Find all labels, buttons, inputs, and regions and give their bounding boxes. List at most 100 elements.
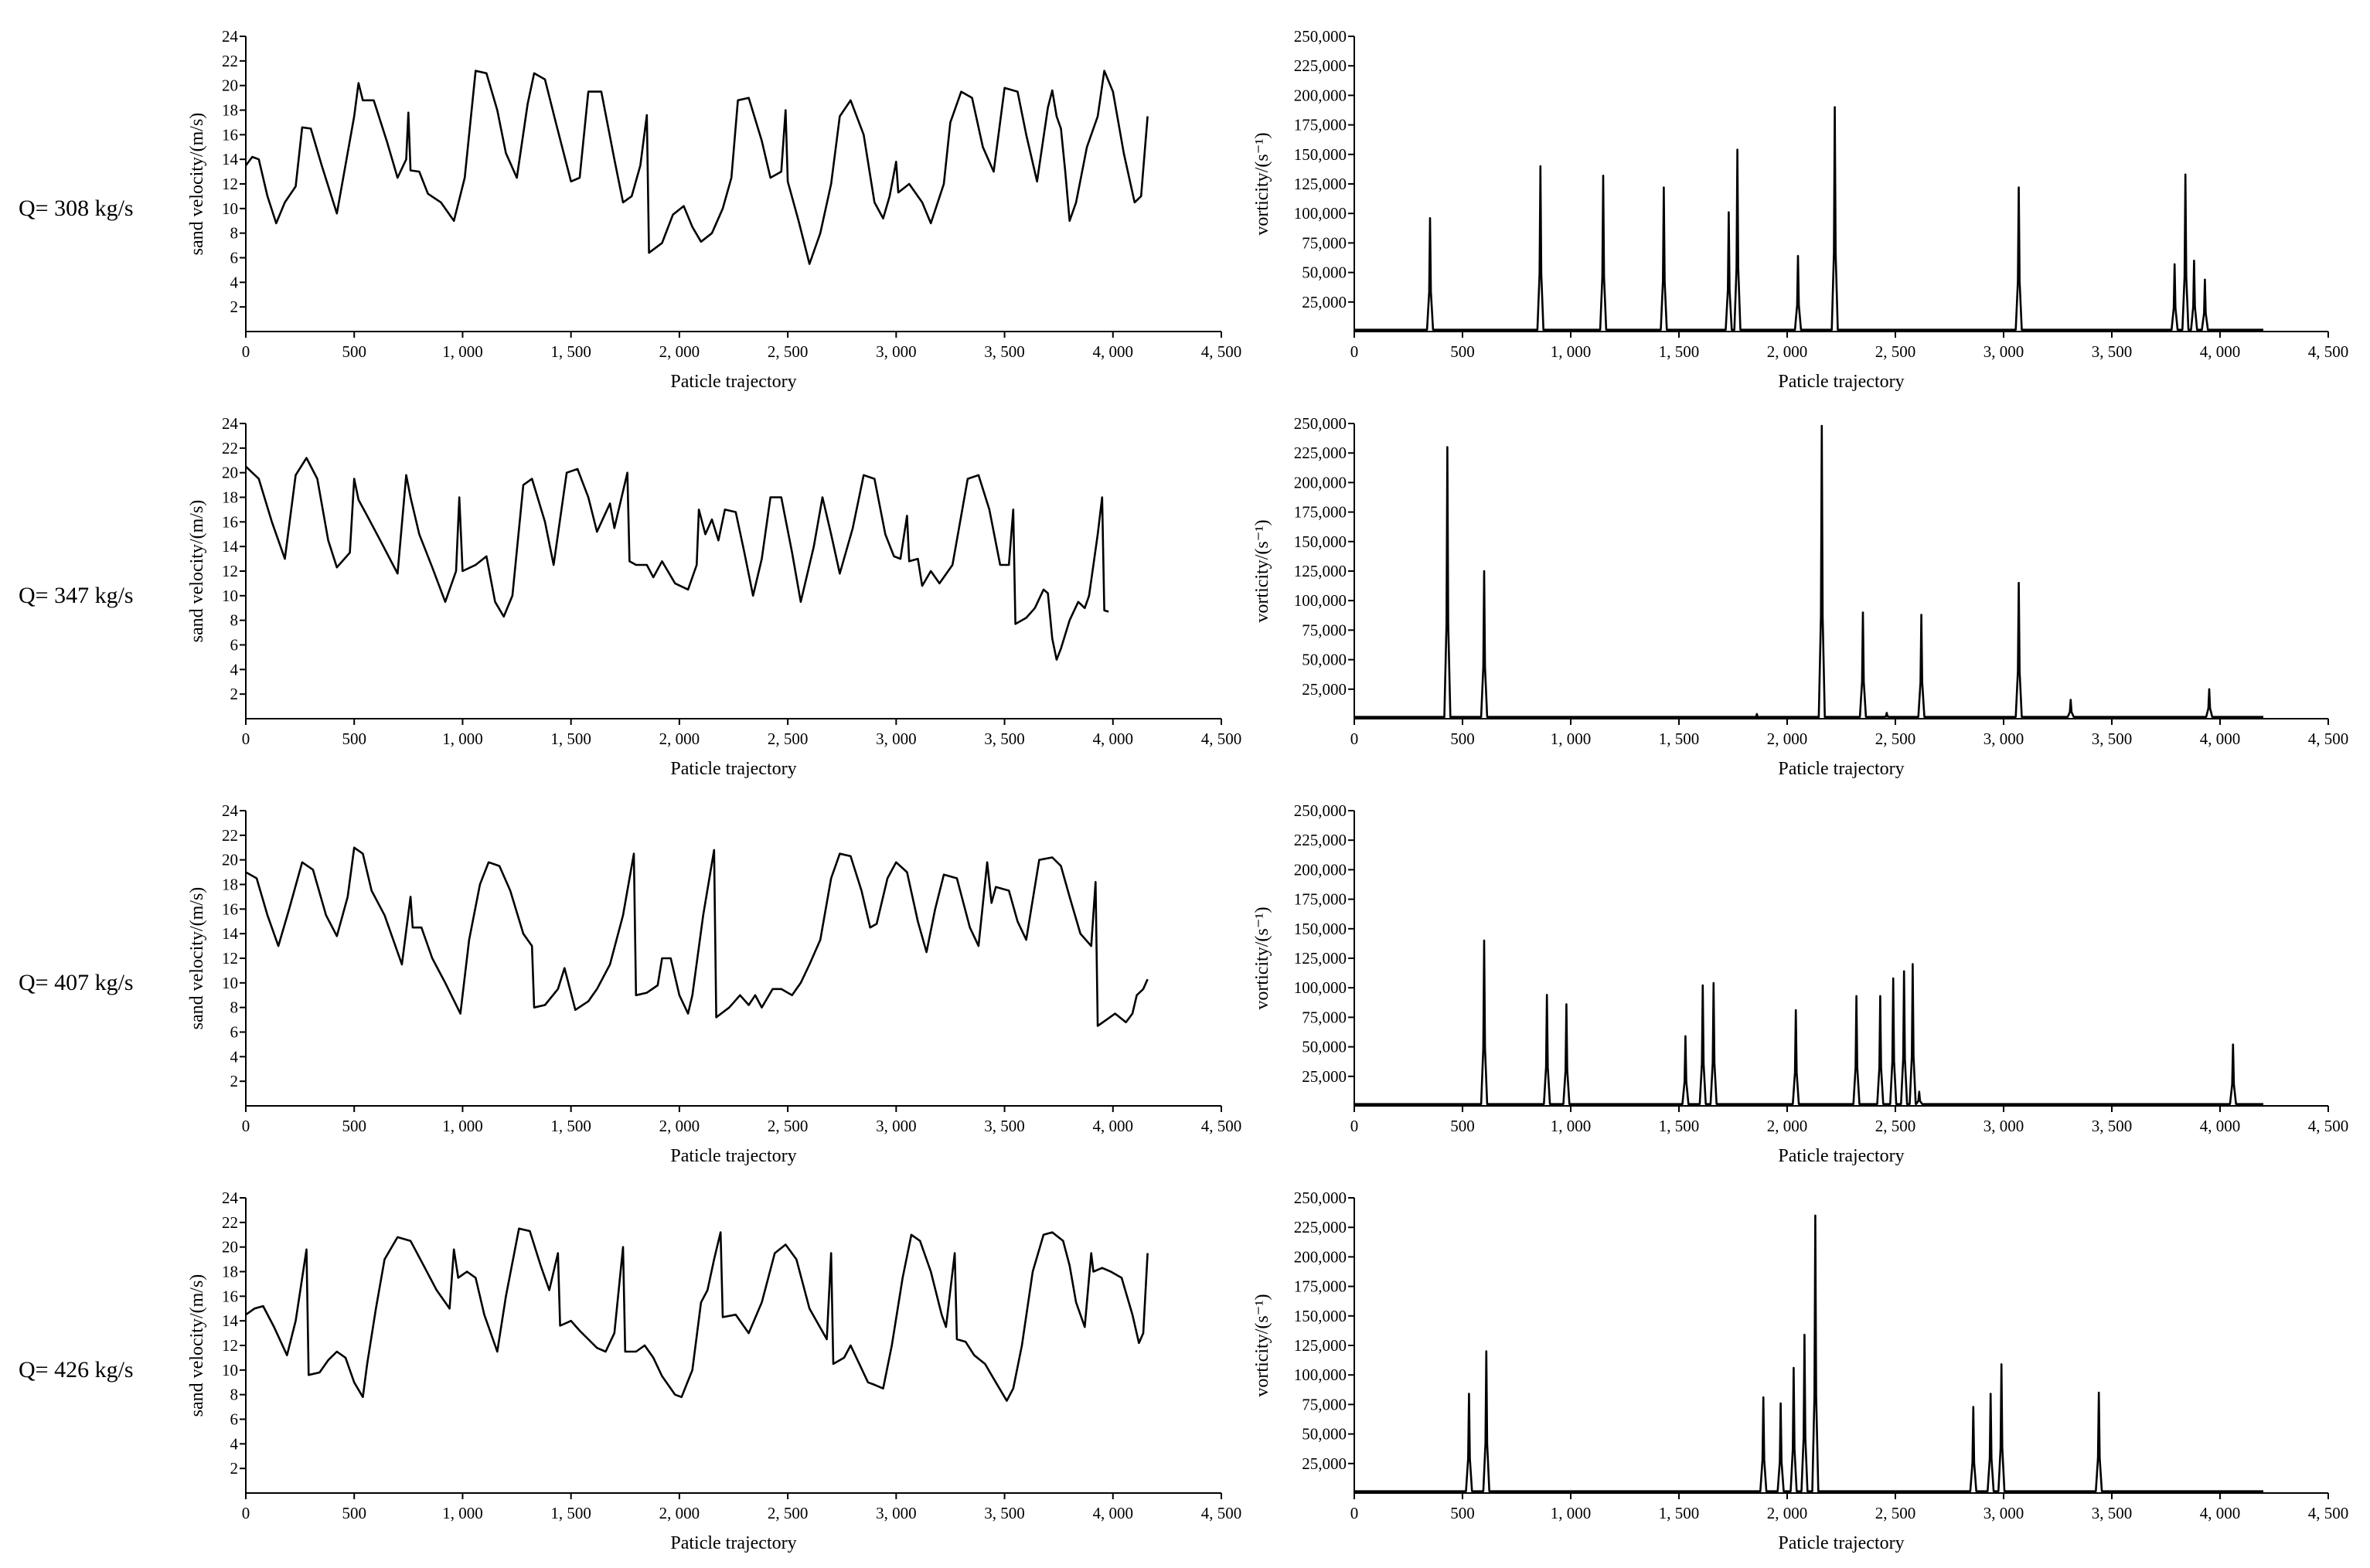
y-axis-label: sand velocity/(m/s) (187, 113, 207, 256)
y-tick-label: 50,000 (1302, 651, 1347, 669)
x-tick-label: 4, 000 (2200, 1504, 2241, 1522)
x-tick-label: 2, 500 (768, 342, 809, 361)
y-tick-label: 125,000 (1294, 1336, 1347, 1355)
x-tick-label: 1, 000 (1551, 342, 1592, 361)
y-tick-label: 6 (230, 636, 239, 655)
y-tick-label: 250,000 (1294, 1189, 1347, 1207)
y-tick-label: 20 (222, 1238, 238, 1257)
x-tick-label: 1, 500 (550, 1117, 591, 1135)
y-tick-label: 16 (222, 125, 238, 144)
x-tick-label: 4, 500 (1201, 342, 1242, 361)
y-axis-label: sand velocity/(m/s) (187, 887, 207, 1030)
x-tick-label: 2, 500 (1875, 342, 1916, 361)
chart-panels: 0 500 1, 000 1, 500 2, 000 2, 500 3, 000 3, 500… (187, 27, 2348, 1553)
y-tick-label: 250,000 (1294, 27, 1347, 46)
x-tick-label: 1, 000 (442, 342, 483, 361)
x-tick-label: 3, 000 (876, 1117, 917, 1135)
y-tick-label: 225,000 (1294, 831, 1347, 849)
x-tick-label: 500 (1450, 1504, 1475, 1522)
vorticity-chart-row-0: 0 500 1, 000 1, 500 2, 000 2, 500 3, 000 3, 500… (1252, 27, 2348, 392)
x-axis-label: Paticle trajectory (1778, 1146, 1904, 1166)
y-tick-label: 225,000 (1294, 56, 1347, 75)
y-tick-label: 100,000 (1294, 204, 1347, 223)
velocity-series-line (244, 70, 1149, 265)
y-tick-label: 2 (230, 685, 239, 703)
x-tick-label: 2, 000 (1767, 1504, 1808, 1522)
y-tick-label: 18 (222, 876, 238, 894)
x-axis-label: Paticle trajectory (670, 759, 796, 779)
vorticity-chart-row-2: 0 500 1, 000 1, 500 2, 000 2, 500 3, 000 3, 500… (1252, 801, 2348, 1166)
x-tick-label: 1, 000 (442, 730, 483, 748)
x-tick-label: 500 (1450, 730, 1475, 748)
y-tick-label: 16 (222, 900, 238, 918)
y-tick-label: 20 (222, 851, 238, 869)
x-tick-label: 3, 000 (876, 730, 917, 748)
x-tick-label: 3, 500 (984, 1117, 1025, 1135)
y-tick-label: 125,000 (1294, 949, 1347, 968)
x-tick-label: 4, 000 (1093, 1117, 1134, 1135)
vorticity-chart-row-1: 0 500 1, 000 1, 500 2, 000 2, 500 3, 000 3, 500… (1252, 414, 2348, 779)
y-tick-label: 4 (230, 1047, 239, 1066)
x-tick-label: 4, 000 (2200, 1117, 2241, 1135)
y-tick-label: 125,000 (1294, 562, 1347, 580)
x-tick-label: 0 (242, 730, 250, 748)
velocity-chart-row-2: 0 500 1, 000 1, 500 2, 000 2, 500 3, 000 3, 500… (187, 801, 1241, 1166)
x-tick-label: 0 (1350, 1117, 1359, 1135)
y-tick-label: 24 (222, 1189, 239, 1207)
y-tick-label: 200,000 (1294, 1247, 1347, 1266)
x-tick-label: 0 (242, 342, 250, 361)
x-tick-label: 2, 500 (768, 1504, 809, 1522)
x-tick-label: 0 (242, 1504, 250, 1522)
x-tick-label: 0 (1350, 730, 1359, 748)
y-tick-label: 50,000 (1302, 1038, 1347, 1056)
y-tick-label: 175,000 (1294, 890, 1347, 909)
y-tick-label: 14 (222, 150, 239, 168)
x-tick-label: 1, 500 (550, 1504, 591, 1522)
y-tick-label: 125,000 (1294, 175, 1347, 193)
y-tick-label: 150,000 (1294, 1307, 1347, 1325)
velocity-series-line (245, 846, 1149, 1027)
x-tick-label: 4, 500 (2308, 730, 2349, 748)
y-tick-label: 100,000 (1294, 1366, 1347, 1384)
x-tick-label: 4, 000 (1093, 730, 1134, 748)
x-tick-label: 0 (1350, 1504, 1359, 1522)
velocity-chart-row-0: 0 500 1, 000 1, 500 2, 000 2, 500 3, 000 3, 500… (187, 27, 1241, 392)
x-tick-label: 1, 500 (550, 730, 591, 748)
y-tick-label: 250,000 (1294, 801, 1347, 820)
y-tick-label: 12 (222, 949, 238, 968)
x-axis-label: Paticle trajectory (670, 372, 796, 392)
x-tick-label: 3, 000 (1984, 342, 2024, 361)
row-label-q407: Q= 407 kg/s (19, 970, 134, 995)
y-tick-label: 200,000 (1294, 86, 1347, 104)
y-tick-label: 2 (230, 1072, 239, 1090)
x-axis-label: Paticle trajectory (670, 1146, 796, 1166)
x-tick-label: 1, 000 (442, 1504, 483, 1522)
x-axis-label: Paticle trajectory (1778, 372, 1904, 392)
vorticity-series-line (1354, 424, 2263, 719)
y-tick-label: 75,000 (1302, 233, 1347, 252)
velocity-chart-row-1: 0 500 1, 000 1, 500 2, 000 2, 500 3, 000 3, 500… (187, 414, 1241, 779)
x-tick-label: 3, 000 (876, 1504, 917, 1522)
y-tick-label: 24 (222, 27, 239, 46)
velocity-chart-row-3: 0 500 1, 000 1, 500 2, 000 2, 500 3, 000 3, 500… (187, 1189, 1241, 1553)
y-tick-label: 16 (222, 512, 238, 531)
x-tick-label: 500 (342, 1117, 366, 1135)
vorticity-series-line (1354, 939, 2263, 1105)
row-label-q426: Q= 426 kg/s (19, 1357, 134, 1383)
x-tick-label: 4, 500 (1201, 1504, 1242, 1522)
x-axis-label: Paticle trajectory (670, 1533, 796, 1553)
y-tick-label: 22 (222, 439, 238, 457)
x-tick-label: 3, 000 (1984, 1504, 2024, 1522)
x-tick-label: 2, 000 (659, 1117, 700, 1135)
x-tick-label: 4, 000 (1093, 1504, 1134, 1522)
x-tick-label: 0 (242, 1117, 250, 1135)
y-tick-label: 14 (222, 924, 239, 943)
y-tick-label: 12 (222, 562, 238, 580)
y-axis-label: vorticity/(s⁻¹) (1252, 1294, 1272, 1396)
y-tick-label: 225,000 (1294, 1218, 1347, 1236)
y-tick-label: 8 (230, 998, 239, 1017)
y-axis-label: vorticity/(s⁻¹) (1252, 519, 1272, 622)
y-tick-label: 200,000 (1294, 473, 1347, 491)
y-tick-label: 50,000 (1302, 1425, 1347, 1444)
y-tick-label: 200,000 (1294, 860, 1347, 879)
